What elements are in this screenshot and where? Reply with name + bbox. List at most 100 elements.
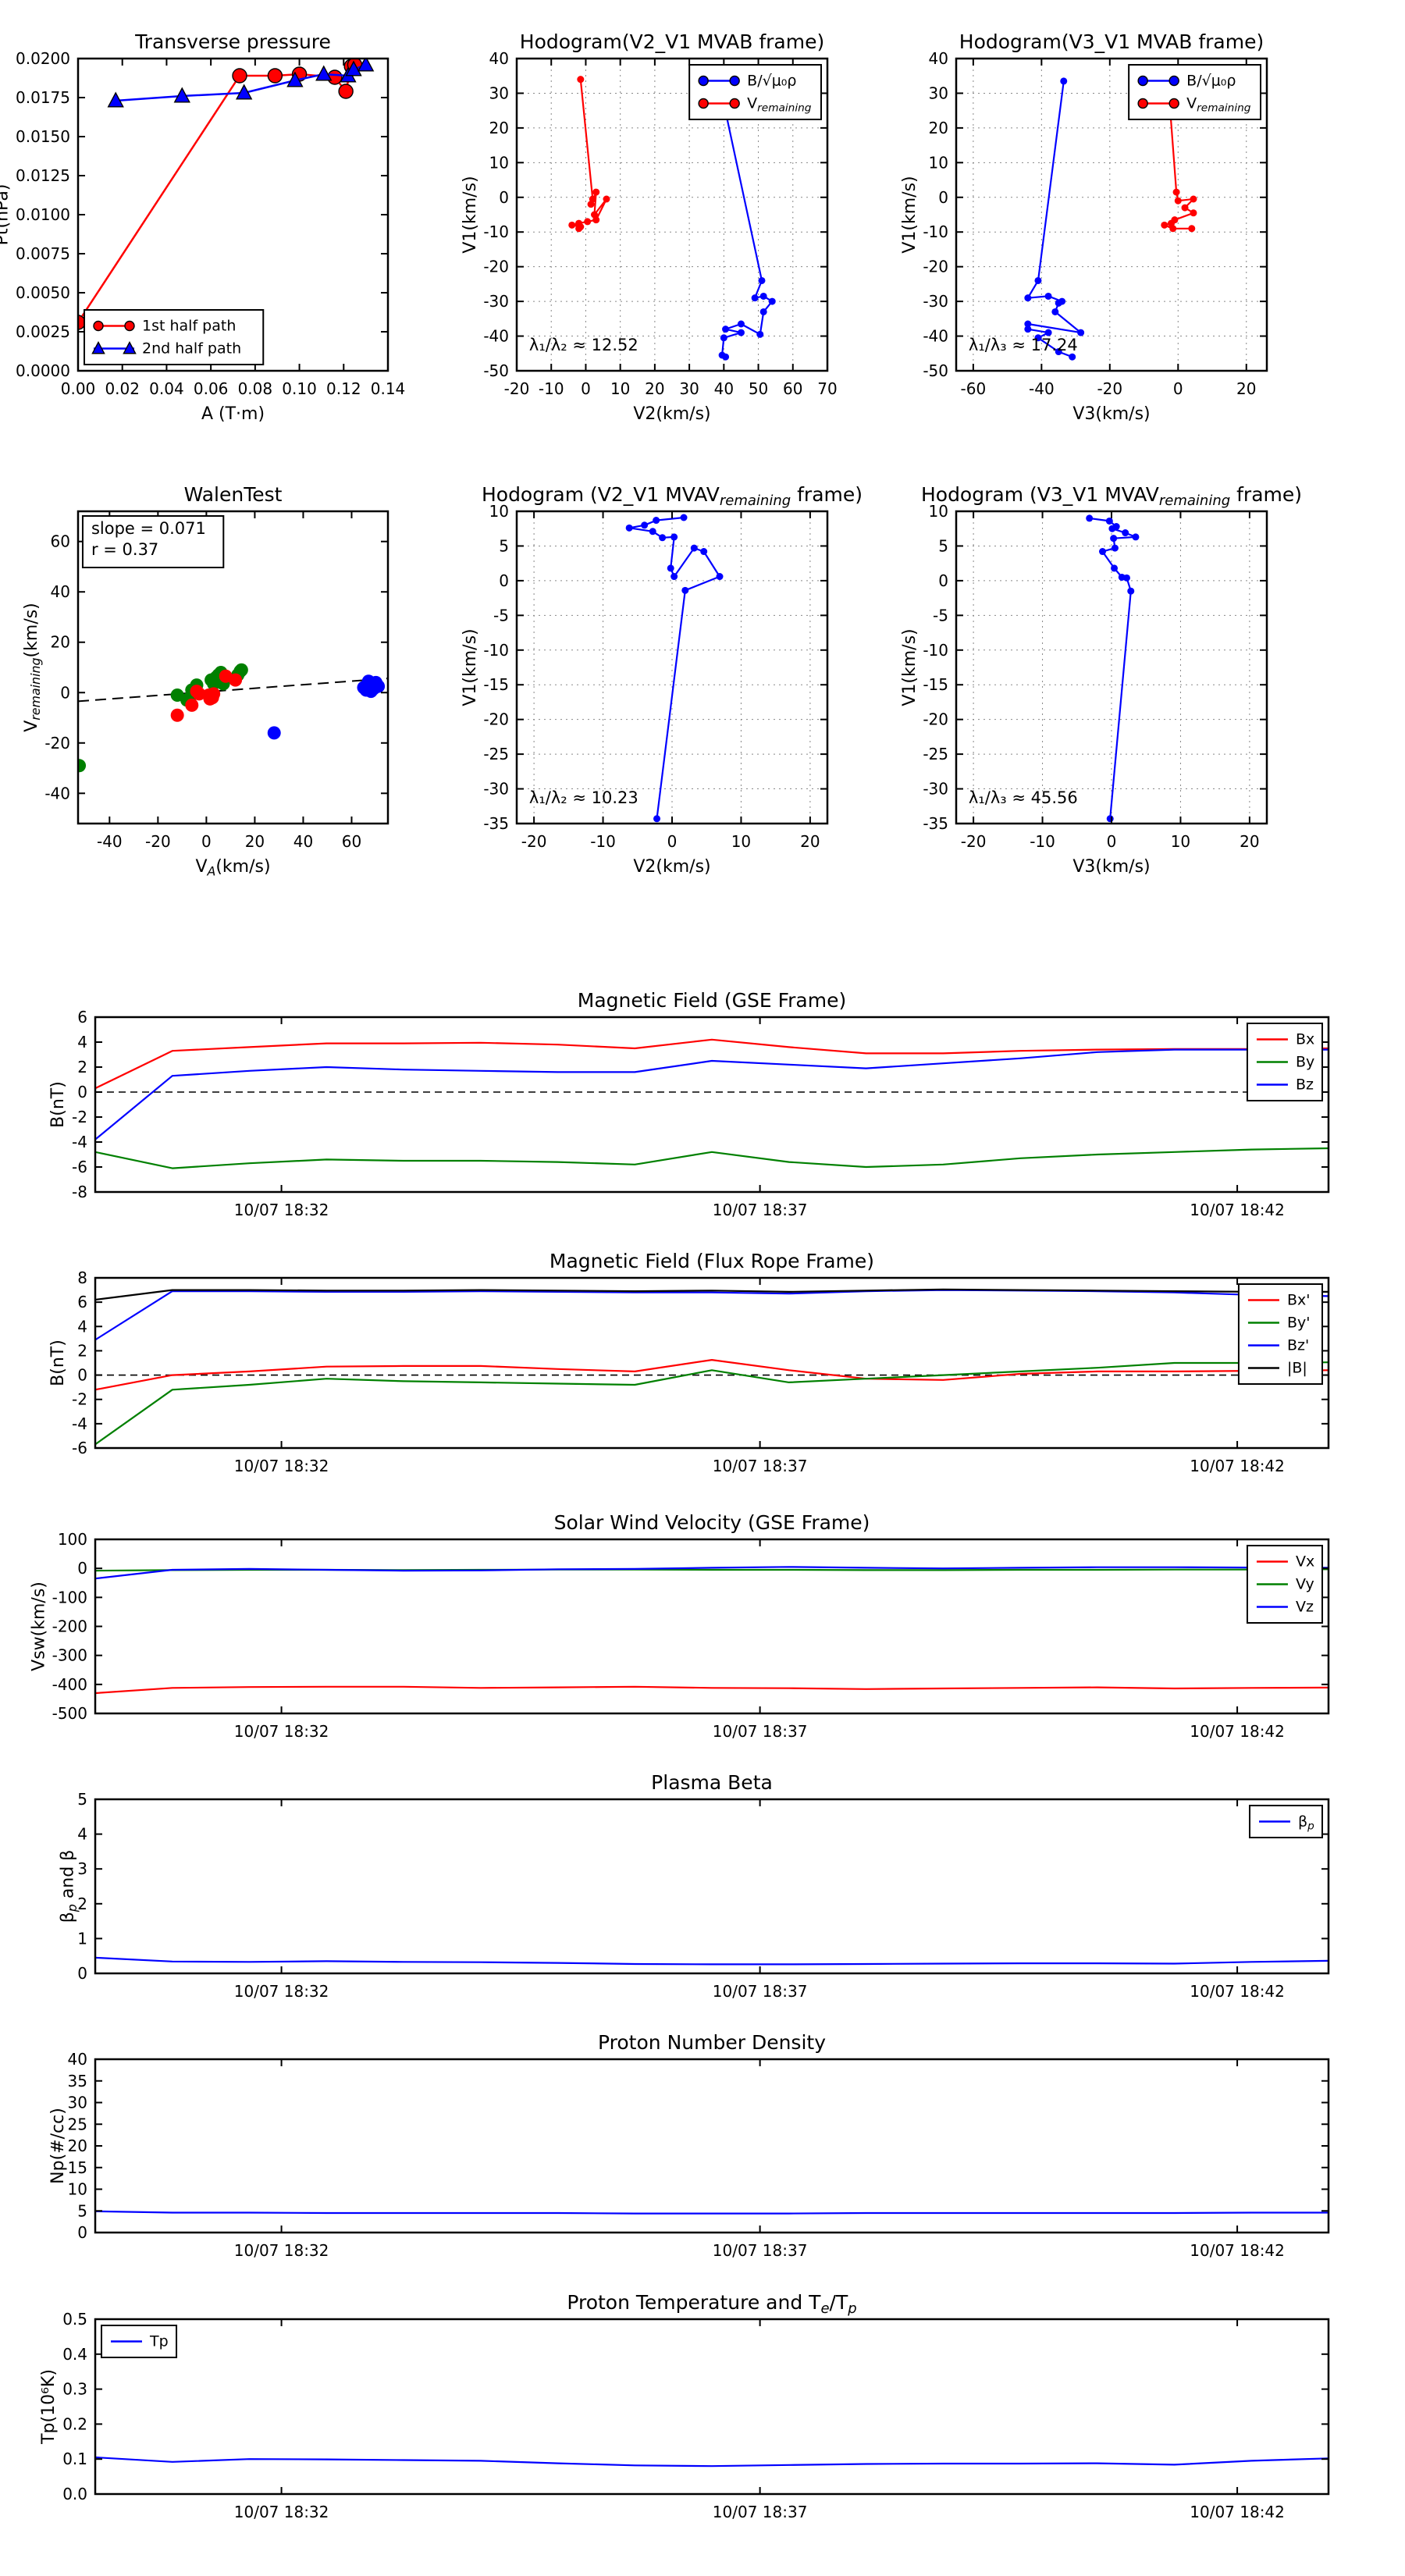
- panel-title: Plasma Beta: [651, 1771, 773, 1794]
- panel-title: Hodogram(V2_V1 MVAB frame): [520, 30, 824, 53]
- x-tick-label: 0.06: [194, 379, 229, 398]
- x-axis-label: V2(km/s): [633, 857, 710, 877]
- y-tick-label: 0.0150: [16, 127, 70, 146]
- legend-label: Vy: [1296, 1576, 1314, 1593]
- x-tick-label: 10/07 18:42: [1190, 1457, 1285, 1475]
- series-v-hodogram: [1086, 514, 1140, 823]
- panel-hodogram-v3v1-mvav: -20 -10 0 10 20-35-30-25-20-15-10-50510Hodog…: [900, 483, 1302, 877]
- x-tick-label: 0.00: [61, 379, 96, 398]
- y-tick-label: -20: [44, 734, 70, 753]
- x-tick-label: 10/07 18:32: [234, 1982, 329, 2001]
- y-tick-label: 5: [77, 1790, 87, 1809]
- legend-label: Vremaining: [1186, 95, 1251, 115]
- legend: Tp: [101, 2325, 178, 2358]
- y-tick-label: -10: [483, 641, 509, 660]
- series-bx: [95, 1038, 1329, 1090]
- x-tick-label: -10: [590, 832, 616, 851]
- ticks: [95, 1799, 1329, 1974]
- x-tick-label: -10: [1030, 832, 1055, 851]
- y-tick-label: 0.0075: [16, 244, 70, 263]
- x-tick-label: 20: [245, 832, 265, 851]
- y-tick-label: -10: [923, 641, 948, 660]
- x-tick-label: 0: [1173, 379, 1183, 398]
- x-tick-label: -40: [1029, 379, 1055, 398]
- series-b-: [1024, 77, 1085, 361]
- y-tick-label: -30: [923, 292, 948, 311]
- x-tick-label: 60: [783, 379, 802, 398]
- y-tick-label: 0.0000: [16, 361, 70, 380]
- panel-title: Proton Number Density: [598, 2031, 826, 2054]
- x-tick-label: 40: [293, 832, 313, 851]
- series-v-remaining: [568, 76, 610, 233]
- x-tick-label: 10/07 18:37: [713, 1722, 808, 1741]
- axes-frame: [955, 510, 1268, 825]
- legend: Vx Vy Vz: [1246, 1545, 1323, 1624]
- x-tick-label: -20: [145, 832, 171, 851]
- y-tick-label: -2: [72, 1108, 87, 1126]
- series-layer: [95, 1956, 1329, 1966]
- y-tick-label: -20: [923, 710, 948, 729]
- x-tick-label: 10/07 18:42: [1190, 2503, 1285, 2521]
- y-tick-label: 2: [77, 1341, 87, 1360]
- tick-labels: 10/07 18:32 10/07 18:37 10/07 18:42 0.0 0.1 0…: [62, 2310, 1285, 2521]
- axes-frame: [94, 2318, 1330, 2496]
- x-tick-label: -20: [504, 379, 530, 398]
- tick-labels: 10/07 18:32 10/07 18:37 10/07 18:42 -8 -6 -4 -…: [72, 1008, 1285, 1219]
- y-tick-label: 0.0025: [16, 322, 70, 341]
- x-tick-label: 10/07 18:37: [713, 1457, 808, 1475]
- y-tick-label: -200: [52, 1617, 87, 1636]
- panel-title: WalenTest: [184, 483, 283, 506]
- y-tick-label: 0: [77, 1559, 87, 1578]
- y-axis-label: V1(km/s): [900, 628, 919, 706]
- legend-label: 1st half path: [142, 318, 236, 335]
- series-layer: [78, 59, 375, 330]
- tick-labels: 10/07 18:32 10/07 18:37 10/07 18:42 0 1 2 3 4 5: [77, 1790, 1285, 2001]
- series-layer: [95, 1038, 1329, 1169]
- x-tick-label: 50: [749, 379, 768, 398]
- y-tick-label: 0.0: [62, 2485, 87, 2503]
- y-tick-label: 5: [938, 536, 948, 555]
- y-tick-label: 0.0125: [16, 166, 70, 185]
- panel-walen-test: -40 -20 0 20 40 60 -40 -20 0 20 40 60 WalenTest VA(km…: [22, 483, 389, 878]
- x-tick-label: 10: [610, 379, 630, 398]
- x-tick-label: 0.04: [149, 379, 184, 398]
- x-tick-label: 20: [800, 832, 820, 851]
- series-layer: [95, 2210, 1329, 2215]
- series-bz: [95, 1048, 1329, 1140]
- y-tick-label: 0: [499, 188, 509, 207]
- x-tick-label: 10/07 18:37: [713, 2503, 808, 2521]
- series-vx: [95, 1685, 1329, 1695]
- x-tick-label: 10/07 18:32: [234, 1722, 329, 1741]
- series-np: [95, 2210, 1329, 2215]
- x-tick-label: 70: [817, 379, 837, 398]
- panel-title: Hodogram (V2_V1 MVAVremaining frame): [482, 483, 863, 509]
- y-tick-label: 4: [77, 1033, 87, 1051]
- series-v-remaining: [1161, 76, 1197, 233]
- series-by: [95, 1147, 1329, 1169]
- series-tp: [95, 2456, 1329, 2467]
- tick-labels: 10/07 18:32 10/07 18:37 10/07 18:42 -6 -4 -2 0…: [72, 1268, 1285, 1475]
- x-tick-label: 10: [1171, 832, 1190, 851]
- y-axis-label: V1(km/s): [900, 176, 919, 253]
- y-tick-label: -6: [72, 1439, 87, 1457]
- legend: Bx' By' Bz' |B|: [1237, 1283, 1323, 1385]
- y-tick-label: -6: [72, 1158, 87, 1176]
- y-tick-label: 0.0200: [16, 49, 70, 68]
- x-tick-label: 0: [581, 379, 591, 398]
- y-tick-label: -4: [72, 1133, 87, 1151]
- y-tick-label: 4: [77, 1825, 87, 1844]
- annotation-text: λ₁/λ₂ ≈ 12.52: [529, 336, 638, 354]
- y-tick-label: 40: [489, 49, 509, 68]
- x-tick-label: 0.08: [238, 379, 273, 398]
- panel-vsw-gse: 10/07 18:32 10/07 18:37 10/07 18:42 -500 -40…: [29, 1511, 1330, 1741]
- x-tick-label: 10/07 18:37: [713, 2241, 808, 2260]
- panel-plasma-beta: 10/07 18:32 10/07 18:37 10/07 18:42 0 1 2 3 4 5 P…: [59, 1771, 1330, 2001]
- x-tick-label: 10/07 18:32: [234, 1457, 329, 1475]
- x-tick-label: 0: [201, 832, 212, 851]
- tick-labels: 10/07 18:32 10/07 18:37 10/07 18:42 -500 -40…: [52, 1530, 1285, 1741]
- y-tick-label: 0.0100: [16, 205, 70, 224]
- x-axis-label: V3(km/s): [1072, 404, 1150, 424]
- annotation-text: slope = 0.071: [91, 519, 206, 538]
- y-tick-label: 0: [499, 571, 509, 590]
